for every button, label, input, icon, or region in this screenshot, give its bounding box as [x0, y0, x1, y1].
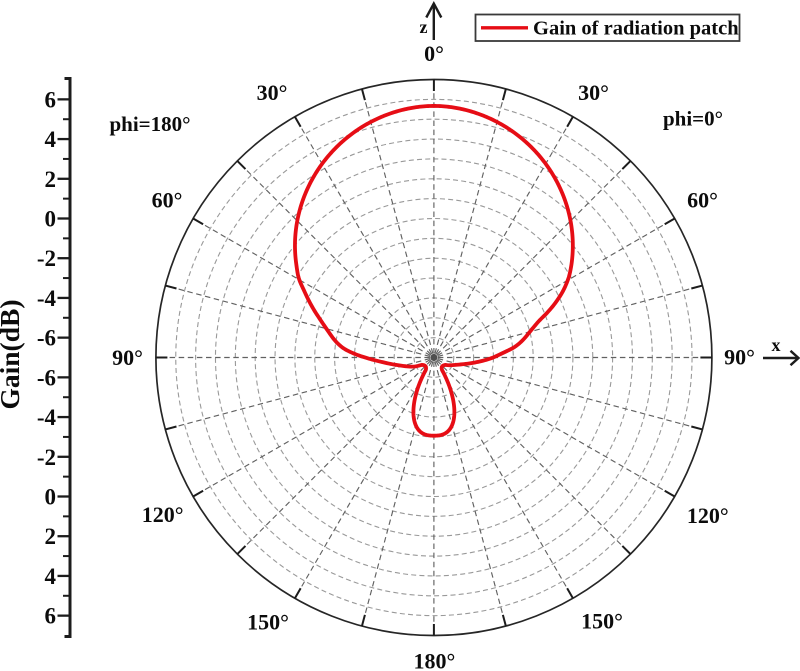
svg-text:4: 4	[45, 564, 57, 589]
svg-text:-4: -4	[37, 405, 57, 430]
svg-text:120°: 120°	[687, 503, 729, 528]
svg-text:Gain of radiation patch: Gain of radiation patch	[533, 18, 739, 40]
svg-text:2: 2	[45, 167, 57, 192]
svg-text:60°: 60°	[152, 188, 183, 213]
svg-text:4: 4	[45, 127, 57, 152]
svg-text:-2: -2	[37, 246, 56, 271]
svg-text:90°: 90°	[112, 345, 143, 370]
svg-text:-6: -6	[37, 326, 56, 351]
svg-text:90°: 90°	[724, 345, 755, 370]
svg-text:0: 0	[45, 485, 57, 510]
svg-text:x: x	[772, 335, 781, 355]
svg-text:-4: -4	[37, 286, 57, 311]
svg-text:6: 6	[45, 87, 57, 112]
svg-text:60°: 60°	[687, 188, 718, 213]
svg-text:-6: -6	[37, 365, 56, 390]
svg-text:phi=0°: phi=0°	[663, 107, 723, 131]
svg-text:30°: 30°	[578, 80, 609, 105]
svg-text:-2: -2	[37, 445, 56, 470]
svg-text:6: 6	[45, 604, 57, 629]
svg-text:0: 0	[45, 207, 57, 232]
svg-text:z: z	[420, 17, 428, 37]
svg-text:150°: 150°	[581, 609, 623, 634]
svg-text:120°: 120°	[142, 502, 184, 527]
svg-text:Gain(dB): Gain(dB)	[0, 299, 25, 409]
svg-text:150°: 150°	[247, 610, 289, 635]
svg-text:180°: 180°	[413, 649, 455, 671]
svg-text:phi=180°: phi=180°	[109, 112, 190, 136]
svg-text:30°: 30°	[257, 80, 288, 105]
svg-text:0°: 0°	[424, 41, 444, 66]
svg-text:2: 2	[45, 524, 57, 549]
